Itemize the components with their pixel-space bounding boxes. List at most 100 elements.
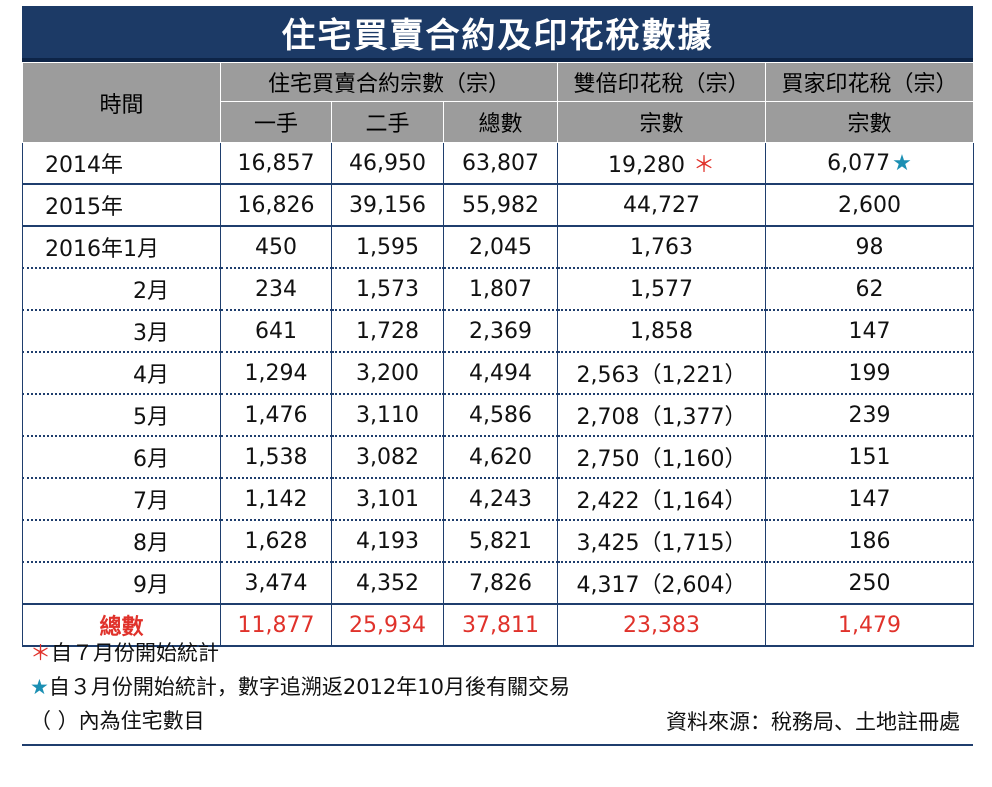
dsd-cell: 44,727 [557, 184, 767, 227]
total-cell-value: 4,620 [469, 444, 532, 470]
bsd-cell: 239 [765, 394, 975, 437]
first-hand-cell: 1,142 [220, 478, 332, 521]
time-cell-value: 2月 [133, 279, 169, 304]
total-first-hand-cell: 11,877 [220, 604, 332, 647]
header-total: 總數 [442, 101, 559, 143]
second-hand-cell: 1,573 [331, 268, 444, 311]
first-hand-cell-value: 3,474 [244, 570, 308, 596]
time-cell-value: 3月 [133, 321, 169, 346]
header-bsd: 買家印花稅（宗） [765, 62, 975, 102]
total-cell: 5,821 [442, 520, 559, 563]
total-cell: 55,982 [442, 184, 559, 227]
total-total-cell-value: 37,811 [462, 612, 539, 638]
first-hand-cell: 3,474 [220, 562, 332, 605]
dsd-cell: 1,763 [557, 226, 767, 269]
header-time: 時間 [22, 62, 221, 143]
time-cell: 2015年 [22, 184, 221, 227]
total-row: 總數 11,877 25,934 37,811 23,383 1,479 [22, 604, 975, 647]
bsd-cell-value: 98 [855, 234, 884, 260]
total-cell-value: 5,821 [469, 528, 532, 554]
dsd-cell-value: 2,563（1,221） [576, 363, 747, 388]
table-title: 住宅買賣合約及印花稅數據 [22, 6, 973, 62]
time-cell-value: 2014年 [45, 153, 123, 178]
dsd-cell: 2,708（1,377） [557, 394, 767, 437]
header-contracts: 住宅買賣合約宗數（宗） [219, 62, 559, 102]
total-cell: 2,369 [442, 310, 559, 353]
total-first-hand-cell-value: 11,877 [237, 612, 315, 638]
dsd-cell-value: 4,317（2,604） [576, 573, 747, 598]
second-hand-cell: 4,193 [331, 520, 444, 563]
dsd-cell: 3,425（1,715） [557, 520, 767, 563]
star-icon: ★ [892, 150, 912, 176]
table-row: 4月 1,294 3,200 4,494 2,563（1,221） 199 [22, 352, 975, 395]
first-hand-cell-value: 1,628 [244, 528, 308, 554]
time-cell: 9月 [22, 562, 221, 605]
notes: ＊自７月份開始統計 ★自３月份開始統計，數字追溯返2012年10月後有關交易 （… [30, 636, 960, 738]
table-row: 7月 1,142 3,101 4,243 2,422（1,164） 147 [22, 478, 975, 521]
total-cell-value: 63,807 [462, 150, 539, 176]
bsd-cell-value: 6,077 [827, 150, 891, 176]
bsd-cell: 6,077★ [765, 142, 975, 185]
time-cell-value: 9月 [133, 573, 169, 598]
time-cell: 2014年 [22, 142, 221, 185]
second-hand-cell-value: 39,156 [349, 192, 426, 218]
bsd-cell: 151 [765, 436, 975, 479]
note-red: ＊自７月份開始統計 [30, 636, 960, 670]
bsd-cell: 147 [765, 478, 975, 521]
note-blue: ★自３月份開始統計，數字追溯返2012年10月後有關交易 [30, 670, 960, 704]
table-row: 9月 3,474 4,352 7,826 4,317（2,604） 250 [22, 562, 975, 605]
first-hand-cell-value: 16,826 [237, 192, 315, 218]
time-cell-value: 8月 [133, 531, 169, 556]
dsd-cell: 2,750（1,160） [557, 436, 767, 479]
total-cell-value: 1,807 [469, 276, 532, 302]
note-paren: （ ）內為住宅數目 [30, 704, 960, 738]
total-cell: 2,045 [442, 226, 559, 269]
total-cell: 7,826 [442, 562, 559, 605]
header-bsd-count: 宗數 [765, 101, 975, 143]
bsd-cell: 147 [765, 310, 975, 353]
first-hand-cell-value: 1,538 [244, 444, 308, 470]
dsd-cell-value: 1,577 [630, 276, 693, 302]
table-row: 2016年1月 450 1,595 2,045 1,763 98 [22, 226, 975, 269]
total-label-cell-value: 總數 [99, 615, 144, 640]
stats-table-container: 住宅買賣合約及印花稅數據 時間 住宅買賣合約宗數（宗） 雙倍印花稅（宗） 買家印… [22, 6, 975, 647]
first-hand-cell: 234 [220, 268, 332, 311]
first-hand-cell-value: 1,476 [244, 402, 308, 428]
bsd-cell-value: 147 [848, 486, 891, 512]
first-hand-cell-value: 234 [255, 276, 297, 302]
first-hand-cell: 1,538 [220, 436, 332, 479]
table-row: 6月 1,538 3,082 4,620 2,750（1,160） 151 [22, 436, 975, 479]
first-hand-cell-value: 1,294 [244, 360, 308, 386]
second-hand-cell: 3,200 [331, 352, 444, 395]
bsd-cell: 250 [765, 562, 975, 605]
star-icon: ★ [30, 675, 49, 699]
table-row: 5月 1,476 3,110 4,586 2,708（1,377） 239 [22, 394, 975, 437]
dsd-cell-value: 1,763 [630, 234, 693, 260]
total-cell-value: 4,494 [469, 360, 532, 386]
second-hand-cell: 3,082 [331, 436, 444, 479]
bsd-cell: 2,600 [765, 184, 975, 227]
bsd-cell: 62 [765, 268, 975, 311]
source-credit: 資料來源：稅務局、土地註冊處 [666, 710, 960, 734]
total-cell-value: 2,045 [469, 234, 532, 260]
bsd-cell-value: 239 [848, 402, 891, 428]
total-total-cell: 37,811 [442, 604, 559, 647]
total-cell-value: 4,586 [469, 402, 532, 428]
second-hand-cell: 4,352 [331, 562, 444, 605]
table-row: 2月 234 1,573 1,807 1,577 62 [22, 268, 975, 311]
note-blue-text: 自３月份開始統計，數字追溯返2012年10月後有關交易 [48, 675, 570, 699]
note-paren-text: （ ）內為住宅數目 [30, 709, 205, 733]
time-cell-value: 6月 [133, 447, 169, 472]
second-hand-cell-value: 3,200 [356, 360, 419, 386]
note-red-text: 自７月份開始統計 [51, 641, 219, 665]
header-first-hand: 一手 [220, 101, 332, 143]
first-hand-cell: 16,826 [220, 184, 332, 227]
total-cell-value: 55,982 [462, 192, 539, 218]
bsd-cell-value: 186 [848, 528, 891, 554]
dsd-cell-value: 44,727 [623, 192, 700, 218]
total-second-hand-cell-value: 25,934 [349, 612, 426, 638]
time-cell: 8月 [22, 520, 221, 563]
total-dsd-cell-value: 23,383 [623, 612, 700, 638]
time-cell-value: 5月 [133, 405, 169, 430]
second-hand-cell-value: 3,101 [356, 486, 419, 512]
